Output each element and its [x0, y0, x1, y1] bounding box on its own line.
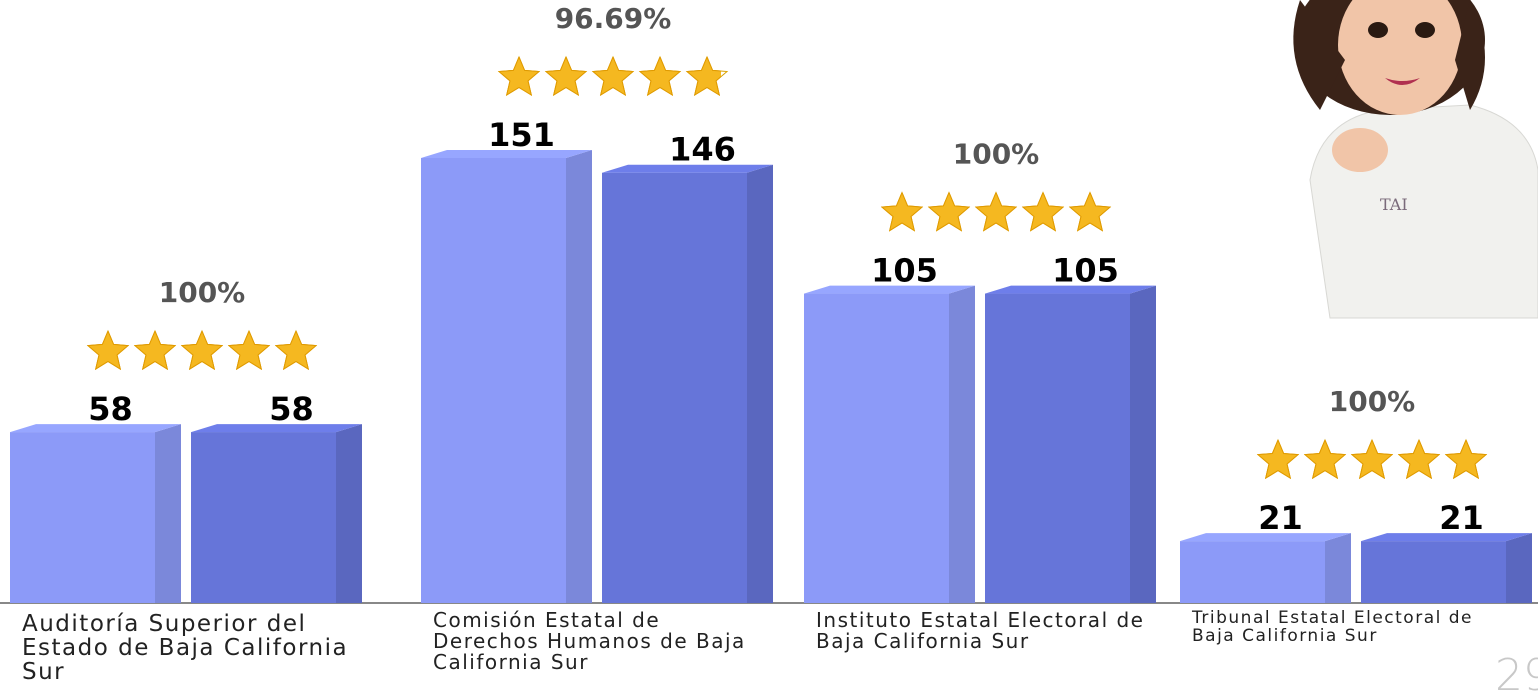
bar-side [747, 165, 773, 603]
value-label: 105 [1052, 252, 1119, 290]
star [929, 193, 969, 231]
bar-side [155, 424, 181, 603]
value-label: 21 [1258, 499, 1303, 537]
star [276, 331, 316, 369]
bar-front [602, 173, 747, 603]
category-label: Auditoría Superior del Estado de Baja Ca… [22, 612, 372, 684]
star [1023, 193, 1063, 231]
avatar: TAI [1293, 0, 1538, 318]
bar-front [191, 432, 336, 603]
star [1352, 440, 1392, 478]
star [1070, 193, 1110, 231]
bar-front [10, 432, 155, 603]
star [1305, 440, 1345, 478]
slide: TAI 29 58 58 100% 151 146 96.69% 105 105 100% 21 2… [0, 0, 1538, 698]
star [1258, 440, 1298, 478]
chart: TAI 29 58 58 100% 151 146 96.69% 105 105 100% 21 2… [0, 0, 1538, 698]
star [640, 57, 680, 95]
value-label: 146 [669, 131, 736, 169]
value-label: 151 [488, 116, 555, 154]
star [229, 331, 269, 369]
bar-side [336, 424, 362, 603]
star [687, 57, 727, 95]
value-label: 58 [269, 390, 314, 428]
bar-front [1361, 541, 1506, 603]
star [135, 331, 175, 369]
bar-side [949, 286, 975, 603]
value-label: 21 [1439, 499, 1484, 537]
star [976, 193, 1016, 231]
svg-text:TAI: TAI [1380, 195, 1408, 214]
category-label: Comisión Estatal de Derechos Humanos de … [433, 610, 773, 673]
rating-label: 100% [159, 276, 246, 309]
star [1399, 440, 1439, 478]
bar-side [566, 150, 592, 603]
category-label: Instituto Estatal Electoral de Baja Cali… [816, 610, 1186, 652]
star [593, 57, 633, 95]
bar-side [1325, 533, 1351, 603]
value-label: 105 [871, 252, 938, 290]
bar-front [804, 294, 949, 603]
page-number: 29 [1495, 650, 1538, 698]
bar-side [1130, 286, 1156, 603]
rating-label: 100% [953, 138, 1040, 171]
bar-side [1506, 533, 1532, 603]
star [1446, 440, 1486, 478]
bar-front [421, 158, 566, 603]
category-label: Tribunal Estatal Electoral de Baja Calif… [1192, 610, 1522, 646]
star [882, 193, 922, 231]
rating-label: 96.69% [555, 2, 672, 35]
value-label: 58 [88, 390, 133, 428]
bar-front [985, 294, 1130, 603]
rating-label: 100% [1329, 385, 1416, 418]
star [499, 57, 539, 95]
bar-front [1180, 541, 1325, 603]
star [546, 57, 586, 95]
star [88, 331, 128, 369]
star [182, 331, 222, 369]
